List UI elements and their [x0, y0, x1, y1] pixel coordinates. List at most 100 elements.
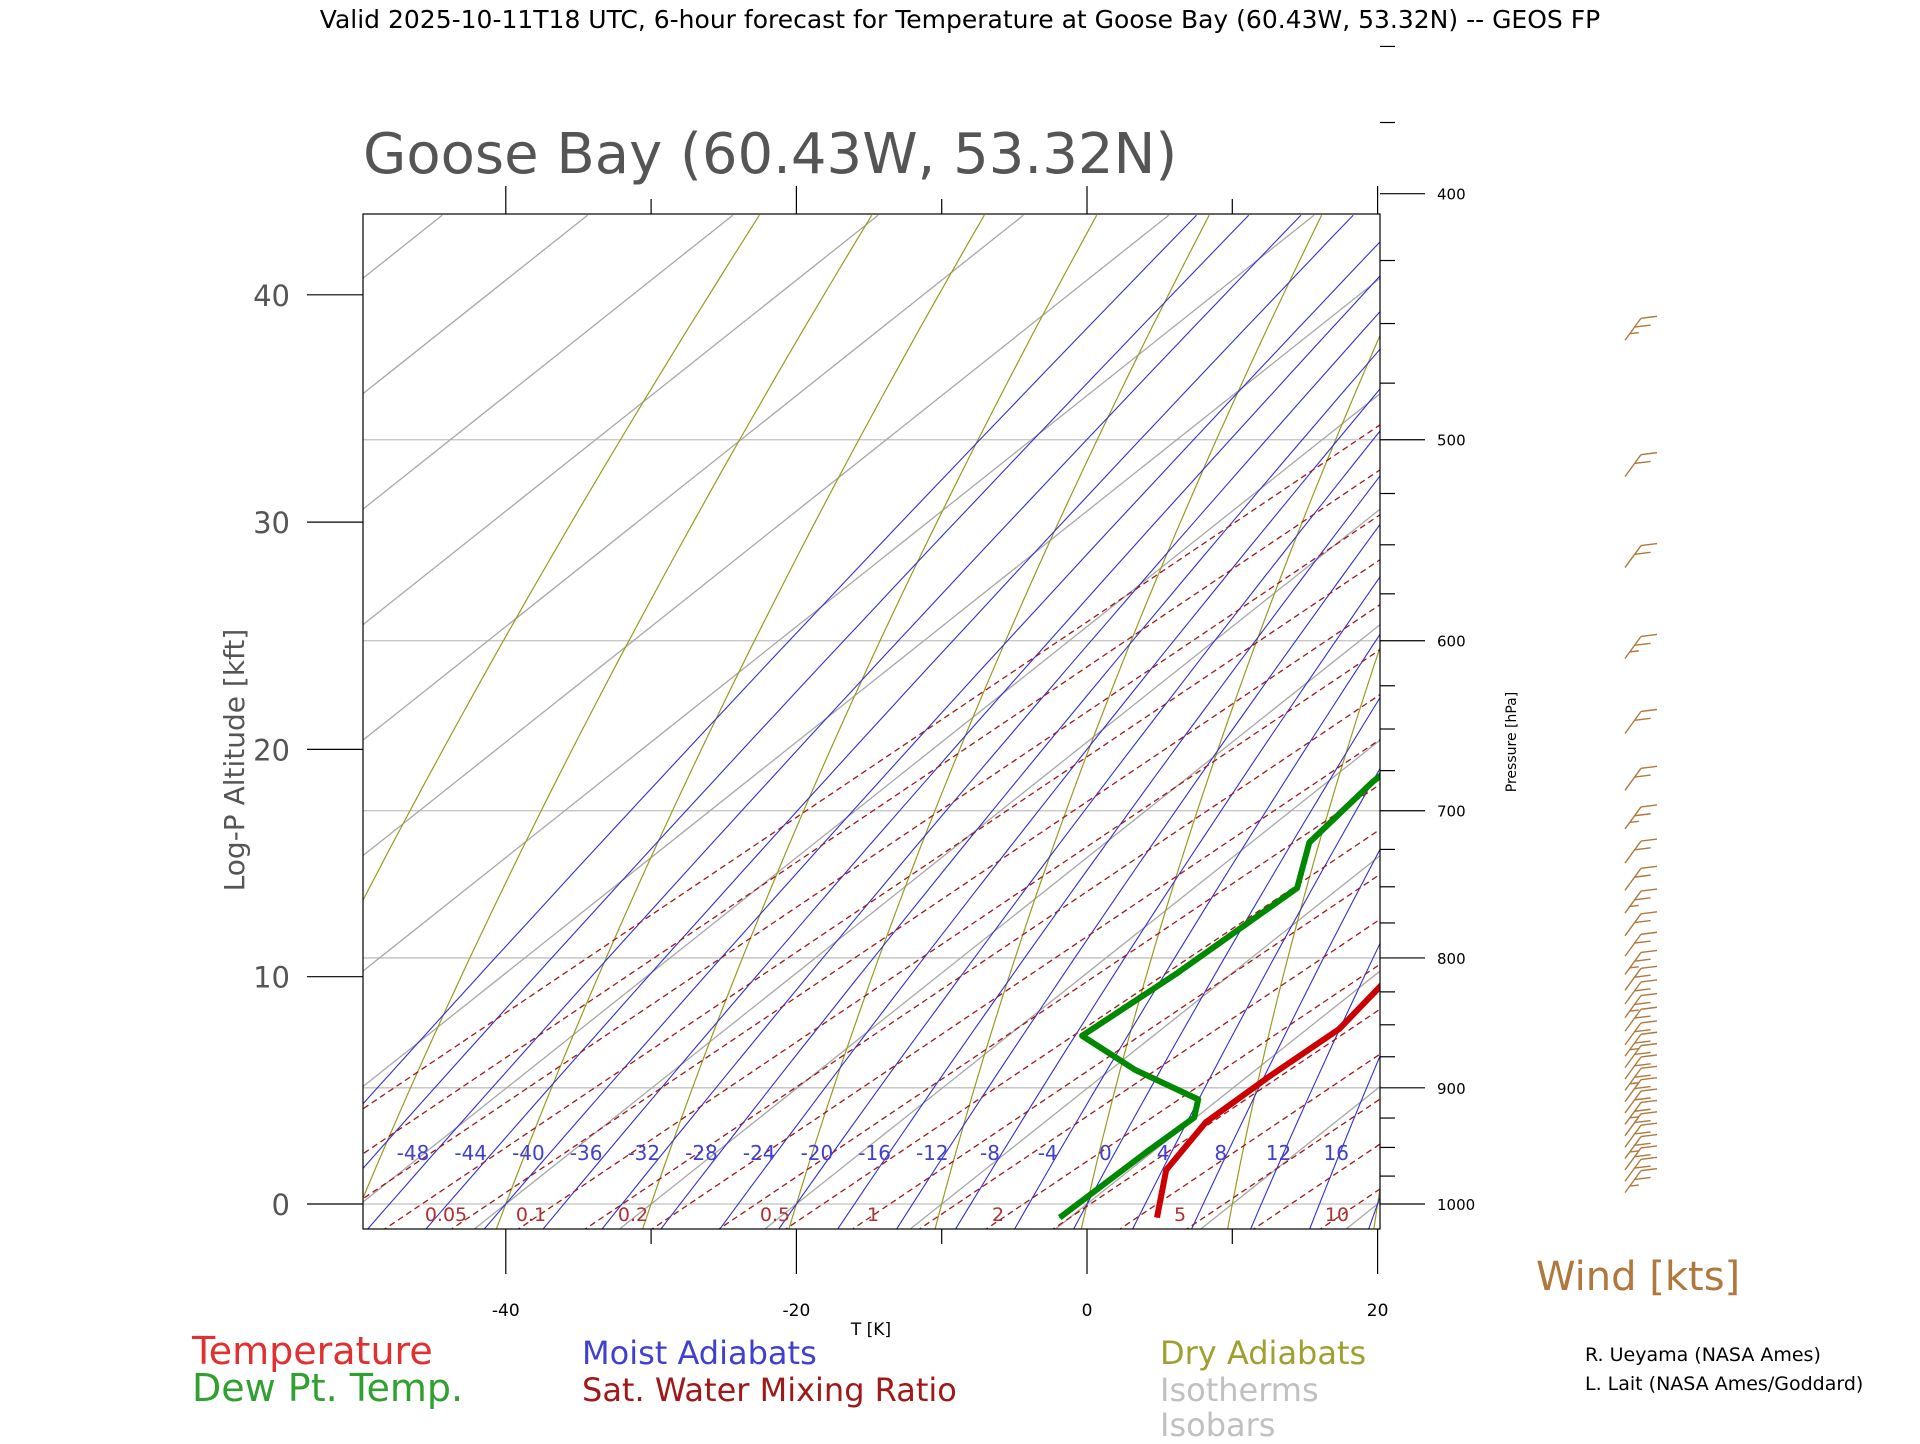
pressure-axis-label: Pressure [hPa]	[1504, 692, 1520, 792]
profile-lines	[1059, 226, 1920, 1218]
dewpoint-point	[1175, 974, 1176, 975]
wind-barb	[1625, 544, 1657, 568]
moist-adiabat-label: -44	[454, 1141, 487, 1165]
mixing-ratio-line	[716, 215, 1920, 1231]
temperature-point	[1610, 724, 1611, 725]
temperature-point	[1166, 1169, 1167, 1170]
moist-adiabat-line	[1072, 215, 1693, 1231]
temperature-point	[1396, 969, 1397, 970]
moist-adiabat-label: -32	[627, 1141, 660, 1165]
legend-dry-adiabats: Dry Adiabats	[1160, 1334, 1366, 1372]
temperature-point	[1269, 1076, 1270, 1077]
moist-adiabat-line	[600, 215, 1466, 1231]
pressure-tick-label: 1000	[1437, 1196, 1475, 1214]
wind-barb	[1625, 805, 1657, 829]
wind-barb	[1625, 866, 1657, 890]
wind-barb	[1625, 766, 1657, 790]
y-tick-label: 40	[253, 279, 290, 313]
wind-barb	[1625, 966, 1657, 990]
moist-adiabat-line	[1485, 215, 1920, 1231]
dewpoint-point	[1522, 672, 1523, 673]
wind-label: Wind [kts]	[1536, 1254, 1740, 1300]
temperature-point	[1889, 572, 1890, 573]
moist-adiabat-label: -36	[570, 1141, 603, 1165]
mixing-ratio-line	[1050, 215, 1920, 1231]
x-tick-label: 20	[1367, 1301, 1389, 1321]
y-tick-label: 10	[253, 961, 290, 995]
moist-adiabat-line	[424, 215, 1353, 1231]
temperature-point	[1339, 1029, 1340, 1030]
dry-adiabat-line	[349, 215, 872, 1231]
valid-time-title: Valid 2025-10-11T18 UTC, 6-hour forecast…	[320, 5, 1600, 34]
legend-isobars: Isobars	[1160, 1406, 1275, 1440]
isotherm-line	[471, 215, 1749, 1231]
wind-barb	[1625, 839, 1657, 863]
moist-adiabat-label: -20	[801, 1141, 834, 1165]
dewpoint-point	[1565, 628, 1566, 629]
dewpoint-point	[1059, 1217, 1060, 1218]
x-axis-label: T [K]	[850, 1320, 891, 1340]
legend-dewpoint: Dew Pt. Temp.	[192, 1366, 463, 1410]
legend: Temperature Dew Pt. Temp. Moist Adiabats…	[191, 1329, 1366, 1440]
dry-adiabat-line	[496, 215, 985, 1231]
y-tick-label: 20	[253, 733, 290, 767]
mixing-ratio-line	[1250, 215, 1920, 1231]
dewpoint-point	[1632, 563, 1633, 564]
mixing-ratio-line	[381, 215, 1892, 1231]
mixing-ratio-label: 0.05	[425, 1204, 467, 1226]
mixing-ratio-label: 0.2	[618, 1204, 648, 1226]
mixing-ratio-label: 0.1	[516, 1204, 546, 1226]
temperature-point	[1157, 1217, 1158, 1218]
moist-adiabat-label: 8	[1214, 1141, 1227, 1165]
moist-adiabat-line	[954, 215, 1639, 1231]
wind-barbs	[1625, 316, 1657, 1192]
isotherm-line	[0, 215, 878, 1231]
moist-adiabat-label: -28	[685, 1141, 718, 1165]
mixing-ratio-label: 10	[1325, 1204, 1349, 1226]
dewpoint-profile	[1060, 227, 1920, 1218]
mixing-ratio-line	[248, 215, 1759, 1231]
dewpoint-point	[1708, 483, 1709, 484]
moist-adiabat-label: 16	[1323, 1141, 1348, 1165]
mixing-ratio-line	[649, 215, 1920, 1231]
isotherm-line	[762, 215, 1920, 1231]
dewpoint-point	[1802, 433, 1803, 434]
pressure-tick-label: 500	[1437, 432, 1466, 450]
mixing-ratio-line	[582, 215, 1920, 1231]
wind-barb	[1625, 889, 1657, 913]
temperature-point	[1542, 790, 1543, 791]
isotherm-line	[0, 215, 152, 1231]
isotherm-line	[1489, 215, 1920, 1231]
moist-adiabat-label: -12	[916, 1141, 949, 1165]
wind-barb	[1625, 634, 1657, 658]
dewpoint-point	[1147, 1151, 1148, 1152]
isotherm-line	[0, 215, 297, 1231]
dry-adiabat-line	[642, 215, 1097, 1231]
dewpoint-point	[1309, 842, 1310, 843]
mixing-ratio-line	[1183, 215, 1920, 1231]
wind-barb	[1625, 709, 1657, 733]
y-tick-label: 0	[272, 1188, 290, 1222]
pressure-tick-label: 400	[1437, 186, 1466, 204]
moist-adiabat-label: -48	[397, 1141, 430, 1165]
moist-adiabat-label: -8	[980, 1141, 1000, 1165]
moist-adiabat-label: -16	[858, 1141, 891, 1165]
legend-mixing-ratio: Sat. Water Mixing Ratio	[582, 1371, 957, 1409]
moist-adiabat-line	[1309, 215, 1797, 1231]
dry-adiabat-line	[788, 215, 1209, 1231]
moist-adiabat-line	[1543, 215, 1920, 1231]
mixing-ratio-label: 1	[867, 1204, 879, 1226]
dewpoint-point	[1437, 731, 1438, 732]
moist-adiabat-line	[1660, 215, 1920, 1231]
dry-adiabat-line	[1227, 215, 1546, 1231]
mixing-ratio-line	[1317, 215, 1920, 1231]
y-tick-label: 30	[253, 506, 290, 540]
isotherm-line	[1198, 215, 1920, 1231]
moist-adiabat-label: -4	[1038, 1141, 1058, 1165]
dry-adiabat-line	[1081, 215, 1434, 1231]
x-tick-label: -40	[492, 1301, 520, 1321]
